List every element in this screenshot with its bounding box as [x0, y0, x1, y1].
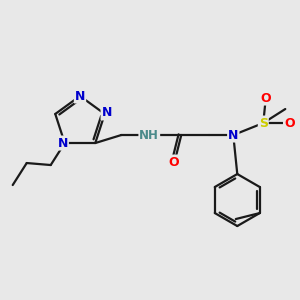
Text: O: O	[284, 116, 295, 130]
Text: N: N	[101, 106, 112, 119]
Text: S: S	[259, 116, 268, 130]
Text: NH: NH	[139, 128, 159, 142]
Text: O: O	[260, 92, 271, 104]
Text: O: O	[168, 155, 178, 169]
Text: N: N	[228, 128, 238, 142]
Text: N: N	[75, 89, 85, 103]
Text: N: N	[58, 136, 68, 149]
